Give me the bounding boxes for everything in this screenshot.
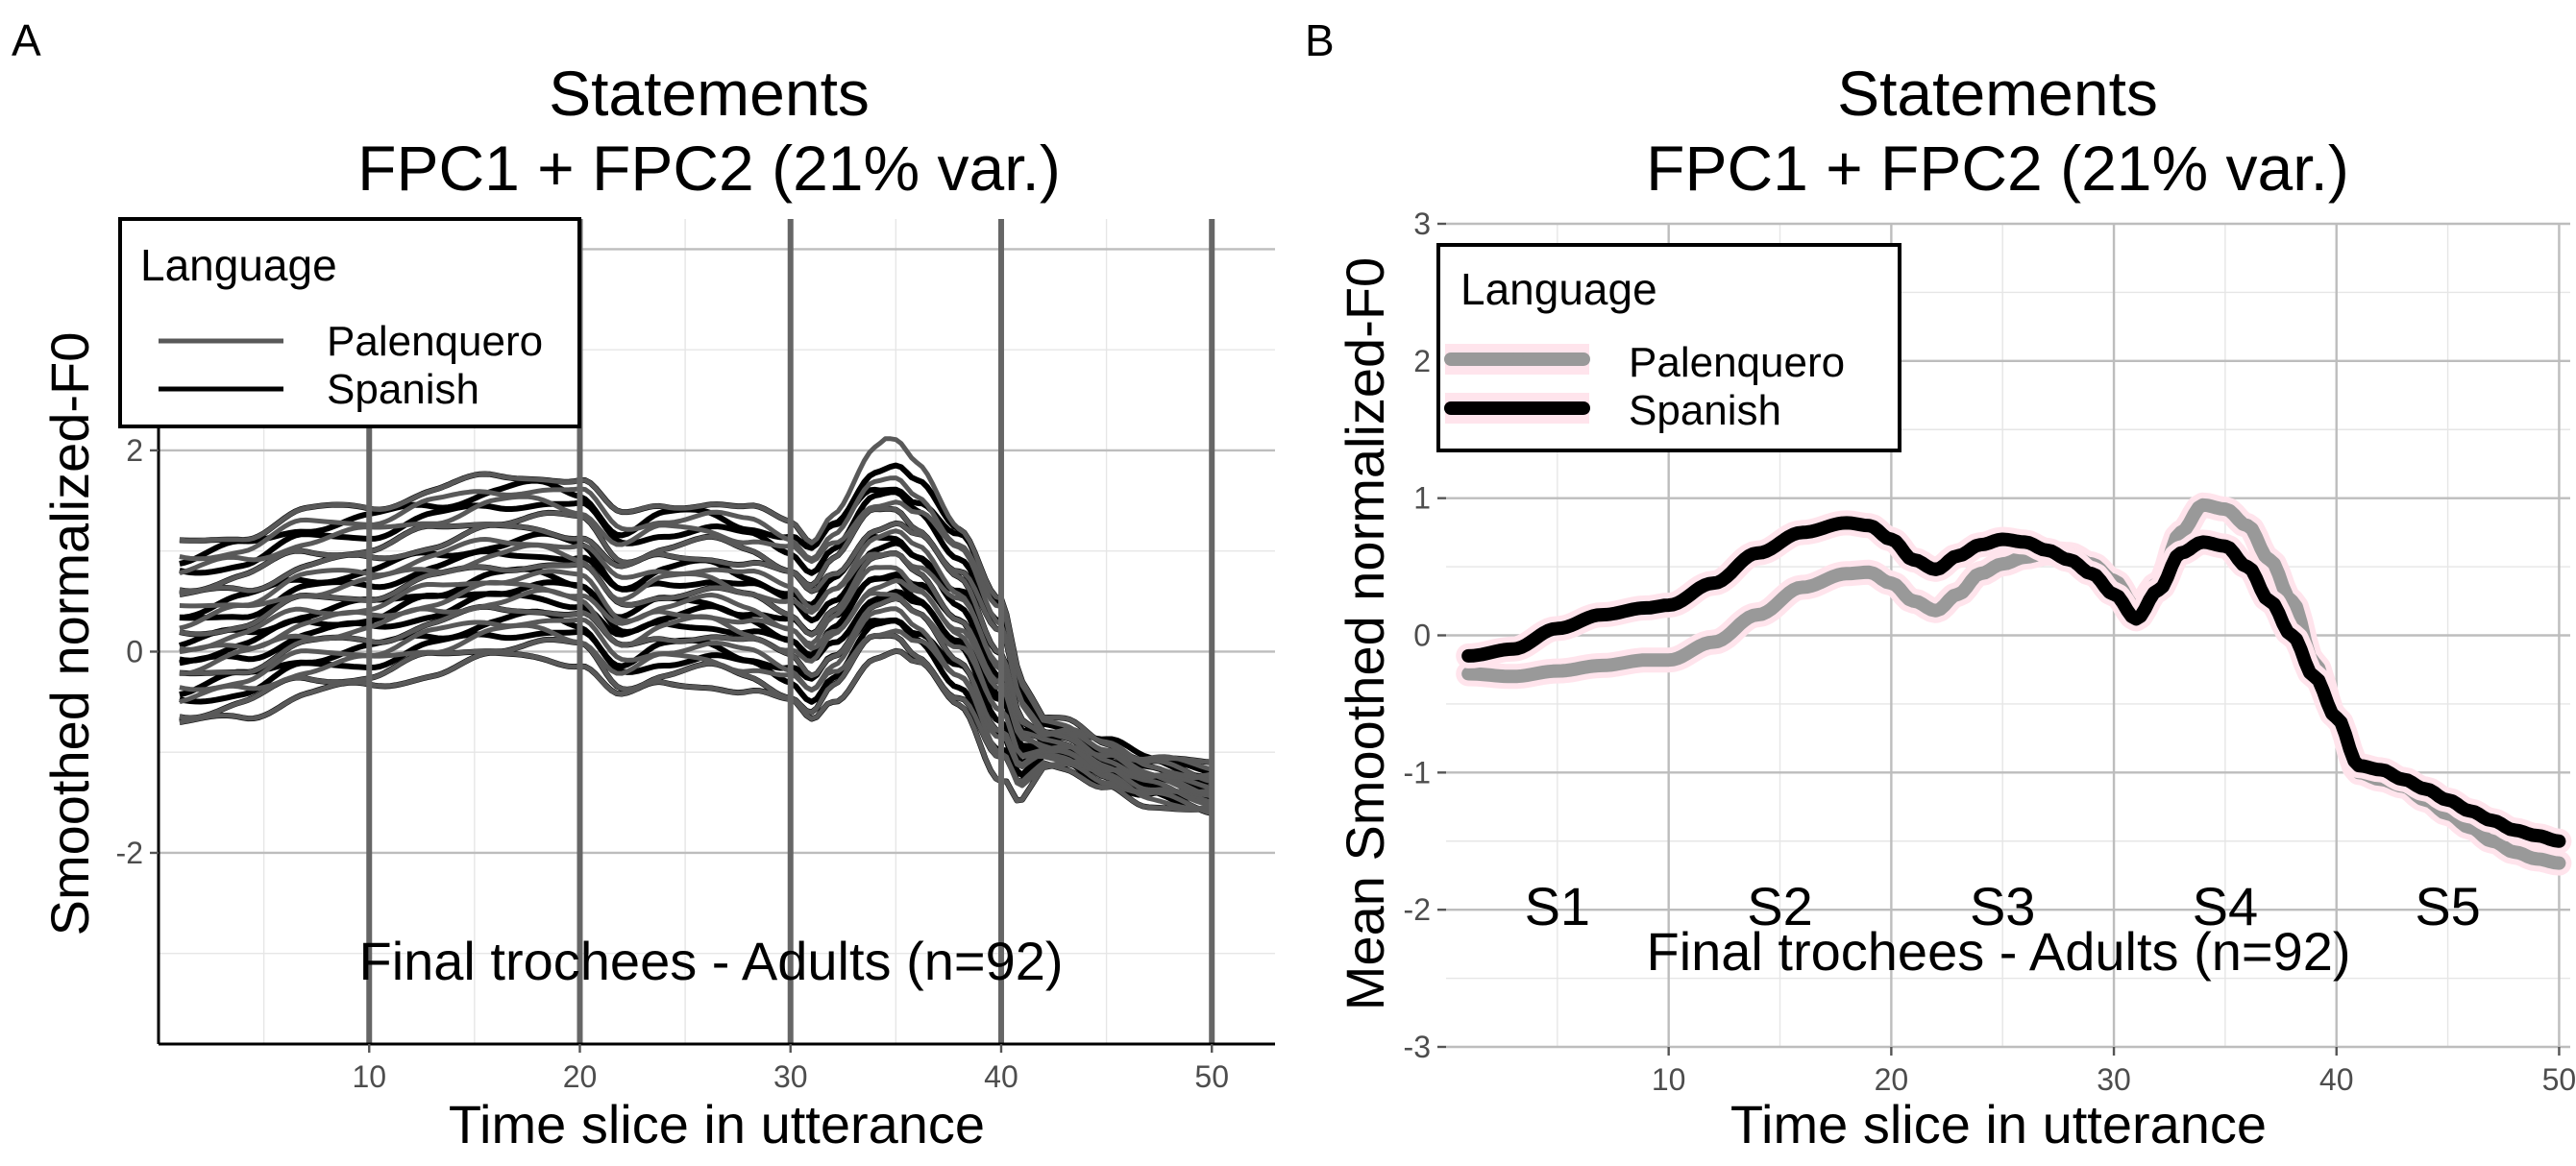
panel-b-y-tick-label: 2 (1413, 344, 1431, 378)
panel-a-y-tick-label: -2 (116, 836, 143, 870)
panel-b-syllable-label: S1 (1525, 876, 1591, 936)
panel-a-legend-title: Language (140, 240, 337, 290)
panel-b-x-tick-label: 40 (2319, 1062, 2354, 1097)
panel-a-legend-label-spanish: Spanish (327, 366, 479, 413)
panel-a-x-tick-label: 40 (984, 1059, 1018, 1094)
panel-b-x-tick-label: 30 (2097, 1062, 2131, 1097)
panel-b-legend-label-palenquero: Palenquero (1629, 339, 1845, 386)
panel-b-title-line2: FPC1 + FPC2 (21% var.) (1646, 133, 2349, 204)
panel-a-legend: Language Palenquero Spanish (118, 217, 581, 428)
panel-b-syllable-labels: S1 S2 S3 S4 S5 (1525, 876, 2481, 936)
panel-a-curve-palenquero (179, 550, 1213, 791)
panel-b-x-tick-label: 10 (1652, 1062, 1686, 1097)
panel-b-legend: Language Palenquero Spanish (1436, 243, 1901, 452)
panel-b-y-tick-label: 3 (1413, 206, 1431, 241)
panel-a-y-tick-label: 2 (126, 433, 143, 468)
panel-b-syllable-label: S3 (1970, 876, 2036, 936)
panel-b-syllable-label: S5 (2415, 876, 2481, 936)
panel-b-y-tick-label: -1 (1404, 755, 1431, 789)
panel-b-x-ticks: 10 20 30 40 50 (1652, 1047, 2576, 1097)
panel-a-title-line1: Statements (549, 58, 870, 129)
panel-a-y-ticks: -2 0 2 (116, 433, 159, 870)
panel-b-annotation: Final trochees - Adults (n=92) (1646, 921, 2350, 982)
panel-a-x-axis-title: Time slice in utterance (449, 1094, 985, 1154)
panel-a-curve-palenquero (179, 633, 1213, 816)
panel-b-y-tick-label: 1 (1413, 481, 1431, 516)
panel-b-lines (1456, 492, 2572, 876)
panel-a-annotation: Final trochees - Adults (n=92) (358, 931, 1063, 991)
panel-a-y-tick-label: 0 (126, 634, 143, 668)
panel-b-syllable-label: S4 (2193, 876, 2259, 936)
panel-a-y-axis-title: Smoothed normalized-F0 (39, 332, 100, 936)
panel-a-curve-palenquero (179, 622, 1213, 812)
panel-b-x-tick-label: 20 (1875, 1062, 1909, 1097)
panel-b-x-tick-label: 50 (2542, 1062, 2576, 1097)
panel-b-y-tick-label: -2 (1404, 892, 1431, 927)
panel-b-y-ticks: -3 -2 -1 0 1 2 3 (1404, 206, 1446, 1064)
panel-b-line-spanish (1461, 516, 2566, 848)
panel-b-y-tick-label: -3 (1404, 1030, 1431, 1064)
panel-a-tag: A (12, 15, 41, 65)
panel-b-legend-label-spanish: Spanish (1629, 387, 1781, 434)
panel-a-curve-palenquero (179, 436, 1213, 765)
panel-a-x-ticks: 10 20 30 40 50 (352, 1044, 1229, 1094)
panel-a-legend-box (118, 217, 581, 428)
panel-b: B Statements FPC1 + FPC2 (21% var.) 10 20… (1305, 15, 2576, 1154)
panel-b-y-tick-label: 0 (1413, 619, 1431, 653)
panel-b-x-axis-title: Time slice in utterance (1730, 1094, 2267, 1154)
panel-a-title-line2: FPC1 + FPC2 (21% var.) (357, 133, 1061, 204)
panel-a-legend-label-palenquero: Palenquero (327, 318, 543, 365)
panel-b-y-axis-title: Mean Smoothed normalized-F0 (1335, 257, 1395, 1010)
panel-b-title-line1: Statements (1837, 58, 2158, 129)
panel-a-curve-palenquero (179, 494, 1213, 779)
panel-b-legend-point-palenquero (1510, 352, 1524, 366)
panel-b-tag: B (1305, 15, 1335, 65)
panel-a-x-tick-label: 20 (563, 1059, 598, 1094)
panel-a-x-tick-label: 50 (1194, 1059, 1229, 1094)
panel-b-legend-title: Language (1460, 264, 1657, 314)
panel-a: A Statements FPC1 + FPC2 (21% var.) 10 20… (12, 15, 1275, 1154)
panel-a-x-tick-label: 30 (773, 1059, 808, 1094)
panel-b-line-palenquero (1461, 498, 2566, 870)
panel-b-syllable-label: S2 (1747, 876, 1813, 936)
panel-a-curves (179, 436, 1214, 816)
panel-b-legend-point-spanish (1510, 401, 1524, 415)
panel-a-x-tick-label: 10 (352, 1059, 386, 1094)
